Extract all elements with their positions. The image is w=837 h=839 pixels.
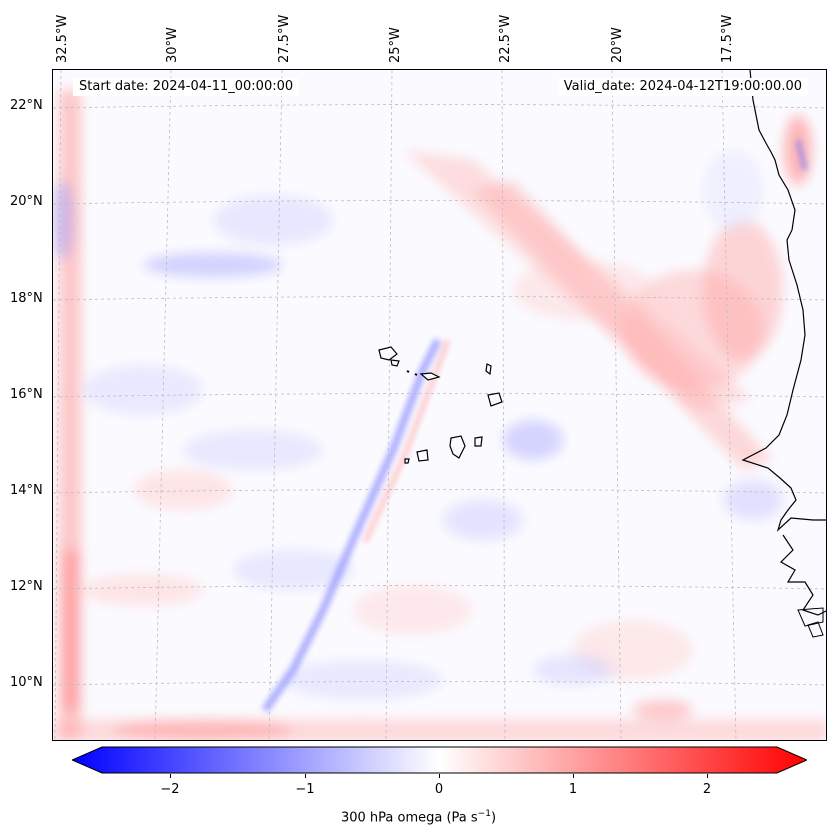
cape-verde-islands [378,346,503,464]
colorbar-label: 300 hPa omega (Pa s−1) [0,809,837,825]
lat-label-20n: 20°N [10,194,43,209]
valid-date-label: Valid_date: 2024-04-12T19:00:00.00 [557,78,808,96]
colorbar-tick-mark [707,774,708,778]
colorbar-label-main: 300 hPa omega (Pa s [340,810,478,826]
lon-label-17-5w: 17.5°W [720,14,735,63]
lon-label-32-5w: 32.5°W [55,14,70,63]
colorbar-tick-mark [439,774,440,778]
lon-label-30w: 30°W [165,27,180,63]
colorbar [70,746,809,774]
colorbar-tick-mark [573,774,574,778]
start-date-label: Start date: 2024-04-11_00:00:00 [73,78,300,96]
omega-negative-regions [53,150,783,700]
lat-label-18n: 18°N [10,291,43,306]
colorbar-tick-neg1: −1 [295,782,315,797]
colorbar-tick-2: 2 [702,782,712,797]
lon-label-27-5w: 27.5°W [277,14,292,63]
colorbar-gradient [70,746,809,774]
lat-label-22n: 22°N [10,98,43,113]
lat-label-12n: 12°N [10,579,43,594]
lon-label-25w: 25°W [388,27,403,63]
lat-label-10n: 10°N [10,675,43,690]
colorbar-tick-0: 0 [434,782,444,797]
africa-coastline [741,70,826,532]
omega-field-map [53,70,826,740]
omega-map-panel[interactable]: Start date: 2024-04-11_00:00:00 Valid_da… [52,69,827,741]
lat-label-16n: 16°N [10,387,43,402]
colorbar-tick-mark [305,774,306,778]
colorbar-tick-mark [170,774,171,778]
lon-label-20w: 20°W [610,27,625,63]
colorbar-tick-1: 1 [568,782,578,797]
lon-label-22-5w: 22.5°W [498,14,513,63]
colorbar-label-sup: −1 [477,809,491,819]
lat-label-14n: 14°N [10,483,43,498]
colorbar-label-end: ) [490,810,497,826]
colorbar-tick-neg2: −2 [160,782,180,797]
omega-wave-streak [261,139,808,713]
graticule-grid [53,70,826,740]
